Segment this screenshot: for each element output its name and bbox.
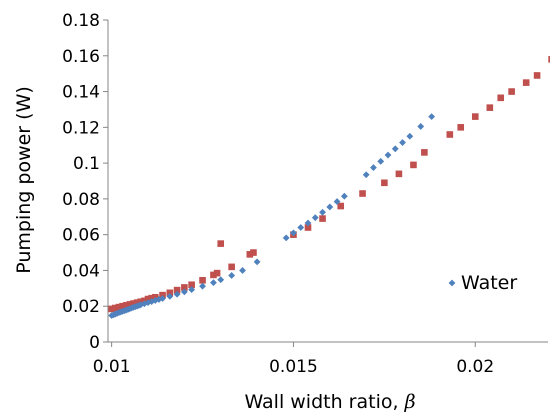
data-point-water (362, 171, 370, 179)
data-point-water (290, 229, 297, 237)
y-tick-label: 0.14 (62, 83, 100, 103)
data-point-water (319, 208, 326, 216)
data-point-series2 (497, 94, 505, 102)
data-point-water (370, 164, 377, 171)
data-point-series2 (533, 72, 541, 79)
y-tick-label: 0 (89, 333, 100, 353)
data-point-series2 (188, 281, 195, 289)
data-point-series2 (471, 113, 479, 120)
data-point-water (159, 295, 166, 302)
data-point-series2 (250, 249, 257, 256)
data-point-series2 (213, 269, 221, 277)
data-point-series2 (166, 289, 174, 297)
x-axis-title-text: Wall width ratio, (244, 391, 404, 413)
data-point-water (239, 267, 246, 274)
legend: Water (448, 272, 517, 294)
y-tick-label: 0.18 (62, 11, 100, 31)
data-point-water (282, 234, 290, 242)
y-tick-label: 0.02 (62, 297, 100, 317)
data-point-water (228, 272, 236, 279)
data-point-water (399, 139, 406, 146)
x-axis-title: Wall width ratio, β (244, 391, 415, 413)
data-point-series2 (115, 303, 123, 311)
data-point-series2 (111, 304, 119, 312)
data-point-water (406, 132, 414, 140)
x-axis-title-symbol: β (404, 391, 416, 413)
data-point-water (217, 276, 225, 284)
data-point-water (417, 123, 425, 130)
data-point-water (333, 198, 341, 205)
y-tick-label: 0.08 (62, 190, 100, 210)
data-point-series2 (548, 56, 550, 63)
data-point-water (384, 151, 392, 159)
data-point-water (253, 258, 261, 266)
data-point-water (140, 300, 148, 308)
y-axis-title: Pumping power (W) (13, 86, 35, 274)
x-tick-label: 0.01 (93, 357, 131, 377)
data-point-series2 (337, 202, 345, 210)
data-point-water (326, 203, 334, 211)
data-point-series2 (359, 190, 366, 197)
data-point-water (311, 214, 319, 222)
data-point-water (166, 292, 174, 300)
data-point-series2 (508, 88, 515, 95)
data-point-series2 (173, 286, 181, 294)
y-tick-label: 0.04 (62, 261, 100, 281)
data-point-water (199, 282, 206, 290)
data-point-series2 (246, 251, 254, 258)
data-point-series2 (108, 305, 115, 313)
data-point-water (180, 288, 188, 296)
data-point-series2 (522, 79, 530, 86)
data-point-series2 (486, 104, 494, 111)
data-point-series2 (130, 300, 137, 307)
data-point-series2 (410, 161, 417, 169)
x-ticks: 0.01 0.015 0.02 (93, 342, 494, 377)
data-point-series2 (144, 295, 152, 303)
x-tick-label: 0.015 (269, 357, 318, 377)
x-tick-label: 0.02 (456, 357, 494, 377)
data-point-water (304, 219, 312, 227)
data-point-water (340, 192, 348, 200)
data-point-series2 (457, 124, 465, 131)
data-point-series2 (381, 179, 388, 187)
data-point-series2 (210, 271, 217, 279)
data-points (108, 56, 550, 319)
data-point-series2 (122, 302, 130, 309)
data-point-series2 (395, 170, 403, 178)
data-point-series2 (319, 215, 326, 222)
data-point-series2 (228, 263, 235, 271)
data-point-water (173, 290, 181, 298)
y-tick-label: 0.12 (62, 118, 100, 138)
data-point-series2 (217, 240, 225, 247)
data-point-water (210, 279, 217, 287)
data-point-series2 (304, 224, 312, 231)
data-point-series2 (126, 301, 134, 308)
data-point-water (155, 296, 163, 303)
data-point-series2 (181, 284, 188, 291)
data-point-water (391, 145, 399, 153)
legend-label: Water (461, 272, 517, 294)
data-point-series2 (199, 276, 206, 284)
y-tick-label: 0.1 (73, 154, 100, 174)
data-point-water (377, 157, 385, 165)
data-point-water (188, 286, 196, 293)
y-tick-label: 0.06 (62, 226, 100, 246)
legend-marker-diamond (448, 279, 456, 287)
y-tick-label: 0.16 (62, 47, 100, 67)
y-ticks: 0 0.02 0.04 0.06 0.08 0.1 0.12 0.14 0.16 0.18 (62, 11, 108, 353)
axes (107, 20, 548, 343)
data-point-water (297, 224, 305, 231)
data-point-series2 (446, 131, 454, 138)
data-point-series2 (119, 302, 126, 310)
data-point-series2 (421, 149, 428, 156)
data-point-water (148, 298, 156, 305)
data-point-water (428, 113, 436, 120)
